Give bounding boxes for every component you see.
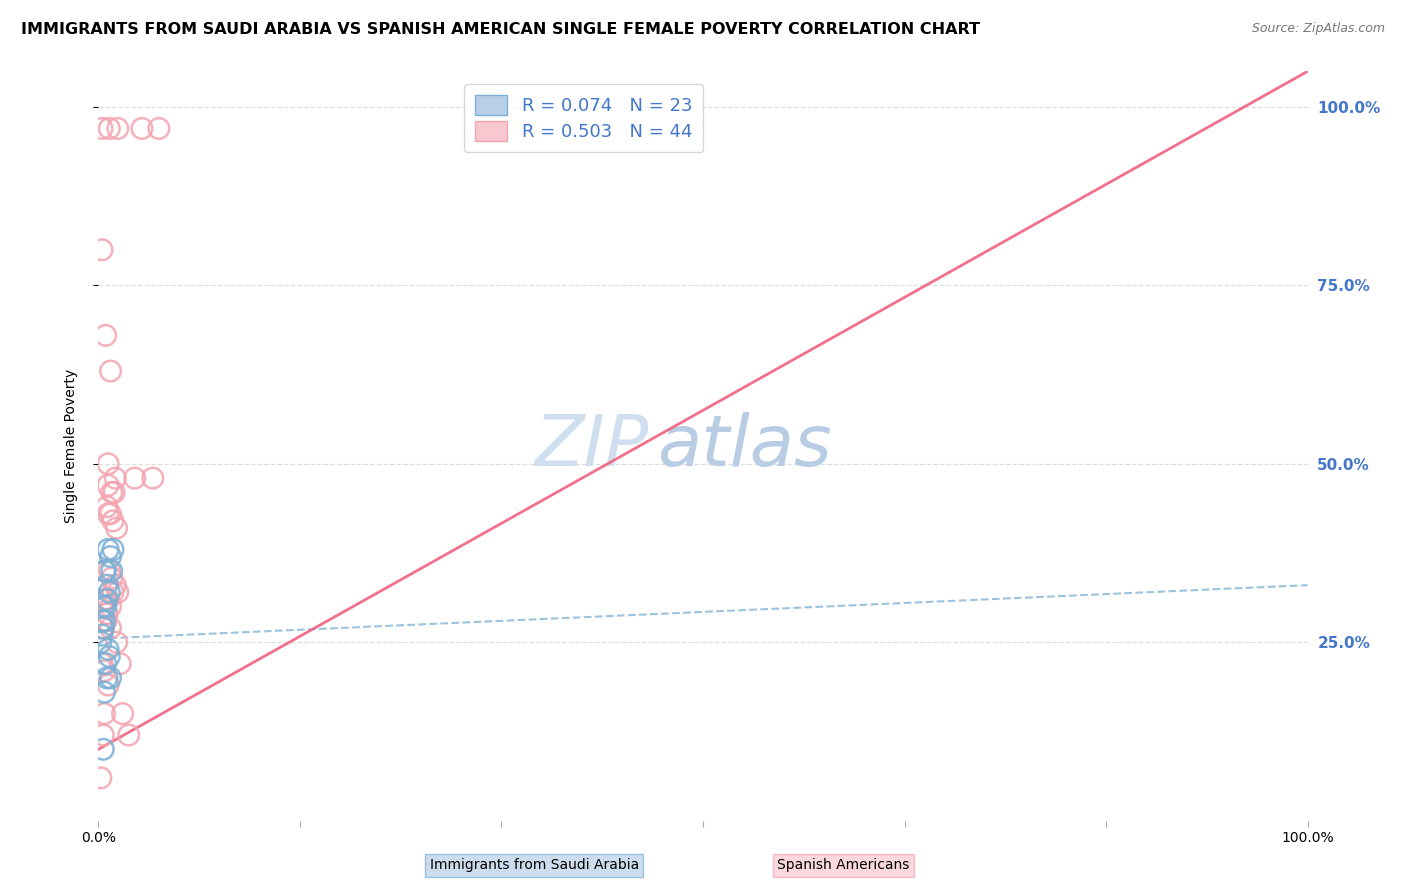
Point bbox=[91, 621, 114, 635]
Point bbox=[104, 578, 127, 592]
Point bbox=[96, 578, 118, 592]
Point bbox=[91, 599, 114, 614]
Point bbox=[107, 121, 129, 136]
Point bbox=[96, 671, 118, 685]
Point bbox=[97, 507, 120, 521]
Point bbox=[100, 571, 122, 585]
Text: Source: ZipAtlas.com: Source: ZipAtlas.com bbox=[1251, 22, 1385, 36]
Point bbox=[93, 706, 115, 721]
Point bbox=[90, 771, 112, 785]
Point bbox=[91, 728, 114, 742]
Point bbox=[91, 742, 114, 756]
Point bbox=[94, 657, 117, 671]
Point bbox=[94, 614, 117, 628]
Point bbox=[96, 500, 118, 514]
Point bbox=[103, 485, 125, 500]
Point bbox=[124, 471, 146, 485]
Point bbox=[131, 121, 153, 136]
Point bbox=[90, 635, 112, 649]
Point bbox=[91, 657, 114, 671]
Point bbox=[101, 585, 124, 599]
Text: Immigrants from Saudi Arabia: Immigrants from Saudi Arabia bbox=[430, 858, 638, 872]
Point bbox=[97, 478, 120, 492]
Point bbox=[142, 471, 165, 485]
Point bbox=[100, 364, 122, 378]
Point bbox=[104, 471, 127, 485]
Point bbox=[93, 614, 115, 628]
Point bbox=[93, 685, 115, 699]
Point bbox=[97, 678, 120, 692]
Point bbox=[100, 485, 122, 500]
Point bbox=[100, 599, 122, 614]
Y-axis label: Single Female Poverty: Single Female Poverty bbox=[63, 369, 77, 523]
Point bbox=[96, 592, 118, 607]
Text: ZIP: ZIP bbox=[534, 411, 648, 481]
Point bbox=[97, 642, 120, 657]
Point bbox=[91, 621, 114, 635]
Point bbox=[94, 564, 117, 578]
Point bbox=[97, 592, 120, 607]
Point bbox=[108, 657, 131, 671]
Point bbox=[97, 542, 120, 557]
Point bbox=[105, 635, 128, 649]
Text: IMMIGRANTS FROM SAUDI ARABIA VS SPANISH AMERICAN SINGLE FEMALE POVERTY CORRELATI: IMMIGRANTS FROM SAUDI ARABIA VS SPANISH … bbox=[21, 22, 980, 37]
Point bbox=[118, 728, 141, 742]
Point bbox=[93, 592, 115, 607]
Point bbox=[94, 614, 117, 628]
Text: Spanish Americans: Spanish Americans bbox=[778, 858, 910, 872]
Text: atlas: atlas bbox=[657, 411, 832, 481]
Point bbox=[93, 664, 115, 678]
Point bbox=[101, 514, 124, 528]
Point bbox=[100, 549, 122, 564]
Point bbox=[100, 671, 122, 685]
Point bbox=[98, 564, 121, 578]
Point bbox=[107, 585, 129, 599]
Point bbox=[105, 521, 128, 535]
Point bbox=[100, 621, 122, 635]
Point bbox=[96, 607, 118, 621]
Point bbox=[100, 507, 122, 521]
Point bbox=[93, 564, 115, 578]
Point bbox=[97, 457, 120, 471]
Point bbox=[94, 599, 117, 614]
Point bbox=[91, 628, 114, 642]
Point bbox=[91, 121, 114, 136]
Point bbox=[148, 121, 170, 136]
Point bbox=[101, 542, 124, 557]
Point bbox=[91, 614, 114, 628]
Point bbox=[91, 243, 114, 257]
Point bbox=[98, 585, 121, 599]
Point bbox=[100, 564, 122, 578]
Point bbox=[96, 607, 118, 621]
Point bbox=[98, 649, 121, 664]
Point bbox=[98, 121, 121, 136]
Point bbox=[111, 706, 134, 721]
Legend: R = 0.074   N = 23, R = 0.503   N = 44: R = 0.074 N = 23, R = 0.503 N = 44 bbox=[464, 84, 703, 152]
Point bbox=[94, 328, 117, 343]
